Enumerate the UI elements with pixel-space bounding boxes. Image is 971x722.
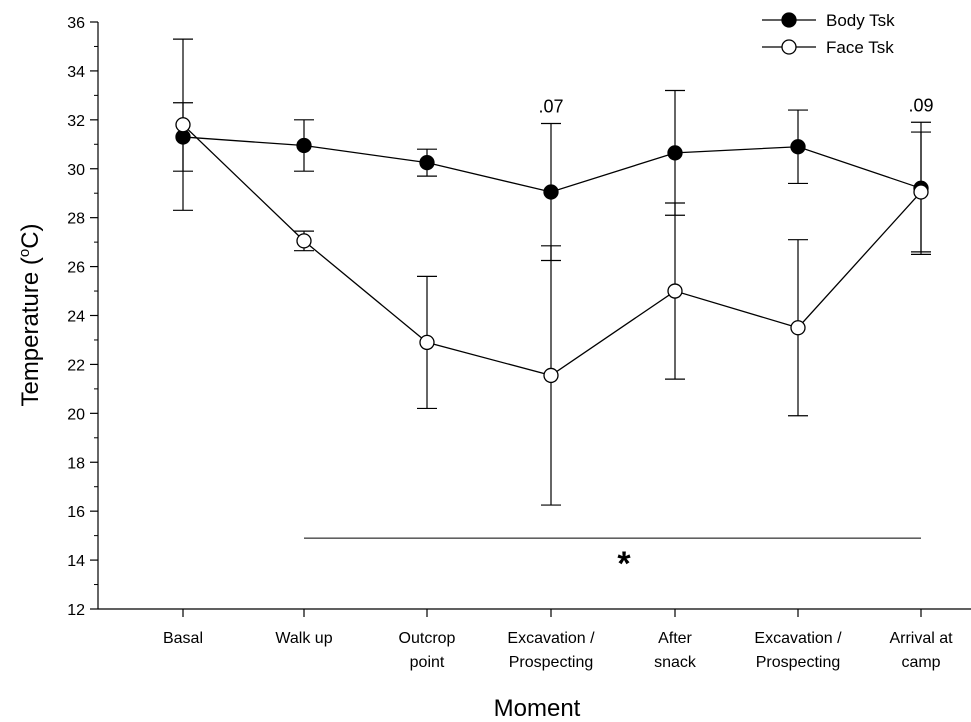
x-tick-label: After	[658, 630, 692, 647]
y-axis-title-sup: o	[16, 249, 33, 257]
series-line	[182, 136, 922, 193]
y-tick-label: 28	[67, 211, 85, 228]
annotation-label: .09	[908, 95, 933, 115]
x-axis-categories: Basal Walk up Outcrop point Excavation / Pros…	[163, 609, 953, 671]
legend-label: Body Tsk	[826, 11, 895, 30]
legend-label: Face Tsk	[826, 38, 894, 57]
y-tick-label: 26	[67, 260, 85, 277]
x-tick-label: camp	[901, 654, 940, 671]
markers-face-tsk	[175, 117, 929, 384]
data-point	[419, 154, 435, 171]
series-layer	[173, 38, 931, 506]
y-axis-ticks: 12 14 16 18 20 22 24 26 28 30 32 34 36	[67, 15, 98, 619]
y-axis-title: Temperature (oC)	[16, 223, 44, 406]
x-axis-title: Moment	[494, 695, 581, 722]
legend: Body Tsk Face Tsk	[762, 11, 895, 57]
data-point	[790, 320, 806, 336]
x-tick-label: Basal	[163, 630, 203, 647]
data-point	[913, 184, 929, 200]
x-tick-label: Walk up	[275, 630, 332, 647]
annotations: .07 .09	[538, 95, 933, 116]
x-tick-label: snack	[654, 654, 697, 671]
significance-star: *	[617, 545, 631, 583]
y-tick-label: 14	[67, 553, 85, 570]
y-tick-label: 36	[67, 15, 85, 32]
data-point	[667, 283, 683, 299]
x-tick-label: Arrival at	[889, 630, 953, 647]
markers-body-tsk	[175, 129, 929, 200]
y-tick-label: 20	[67, 406, 85, 423]
y-tick-label: 30	[67, 162, 85, 179]
data-point	[543, 367, 559, 384]
y-tick-label: 12	[67, 602, 85, 619]
data-point	[419, 334, 435, 351]
data-point	[296, 137, 312, 154]
annotation-label: .07	[538, 97, 563, 117]
data-point	[790, 139, 806, 155]
axes	[97, 22, 971, 610]
y-tick-label: 22	[67, 357, 85, 374]
y-axis-title-post: C)	[17, 223, 44, 248]
x-tick-label: Excavation /	[507, 630, 595, 647]
series-line	[182, 124, 922, 377]
data-point	[175, 117, 191, 133]
x-tick-label: Prospecting	[756, 654, 841, 671]
y-tick-label: 24	[67, 309, 85, 326]
y-tick-label: 16	[67, 504, 85, 521]
y-tick-label: 18	[67, 455, 85, 472]
x-tick-label: Prospecting	[509, 654, 594, 671]
y-tick-label: 32	[67, 113, 85, 130]
data-point	[296, 233, 312, 249]
legend-marker	[781, 39, 797, 55]
data-point	[543, 184, 559, 200]
significance-marker: *	[304, 537, 921, 583]
y-axis-title-pre: Temperature (	[17, 257, 44, 406]
legend-marker	[781, 12, 797, 28]
x-tick-label: Excavation /	[754, 630, 842, 647]
x-tick-label: point	[410, 654, 445, 671]
x-tick-label: Outcrop	[399, 630, 456, 647]
data-point	[667, 145, 683, 161]
y-tick-label: 34	[67, 64, 85, 81]
